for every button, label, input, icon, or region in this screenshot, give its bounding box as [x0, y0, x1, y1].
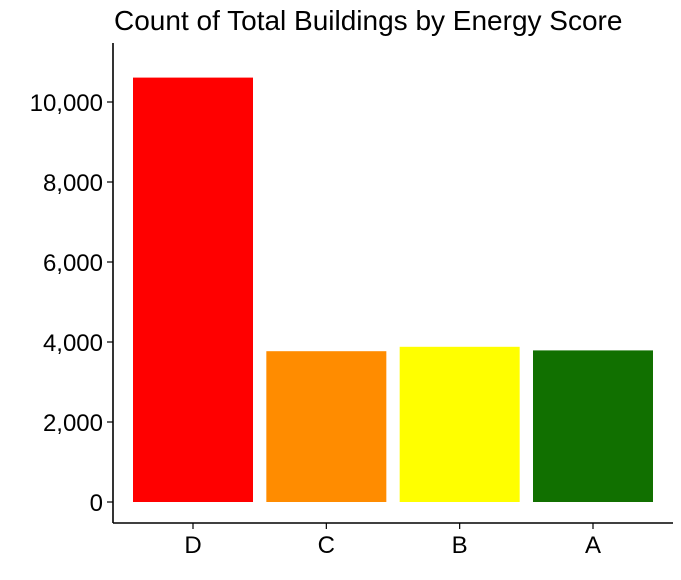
chart-title: Count of Total Buildings by Energy Score [114, 5, 622, 36]
y-tick-label-2000: 2,000 [43, 410, 103, 437]
y-tick-label-4000: 4,000 [43, 330, 103, 357]
y-tick-label-6000: 6,000 [43, 250, 103, 277]
bar-A [533, 350, 653, 502]
x-tick-label-B: B [452, 532, 468, 559]
x-tick-label-C: C [318, 532, 335, 559]
bar-B [399, 346, 520, 502]
bar-C [266, 351, 387, 502]
x-tick-label-D: D [184, 532, 201, 559]
bar-D [133, 77, 253, 502]
y-tick-label-10000: 10,000 [30, 90, 103, 117]
y-tick-label-8000: 8,000 [43, 170, 103, 197]
y-tick-label-0: 0 [90, 490, 103, 517]
y-axis: 0 2,000 4,000 6,000 8,000 10,000 [30, 43, 114, 523]
bars-layer [133, 77, 653, 502]
x-tick-label-A: A [585, 532, 601, 559]
